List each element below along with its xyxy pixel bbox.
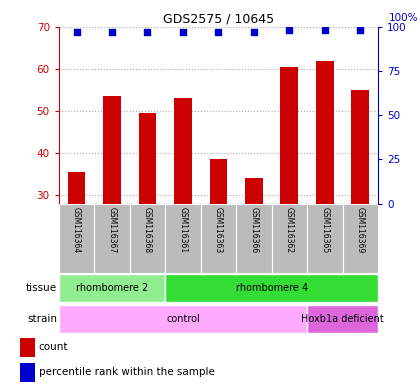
Bar bbox=[236, 204, 272, 273]
Text: GSM116365: GSM116365 bbox=[320, 207, 329, 253]
Text: GSM116369: GSM116369 bbox=[356, 207, 365, 253]
Bar bbox=[59, 204, 94, 273]
Bar bbox=[165, 204, 201, 273]
Text: GSM116367: GSM116367 bbox=[108, 207, 116, 253]
Bar bbox=[352, 90, 369, 204]
Bar bbox=[307, 305, 378, 333]
Point bbox=[109, 29, 116, 35]
Bar bbox=[201, 204, 236, 273]
Title: GDS2575 / 10645: GDS2575 / 10645 bbox=[163, 13, 274, 26]
Bar bbox=[281, 67, 298, 204]
Bar bbox=[21, 338, 34, 356]
Bar bbox=[165, 274, 378, 302]
Point bbox=[180, 29, 186, 35]
Text: GSM116364: GSM116364 bbox=[72, 207, 81, 253]
Point bbox=[357, 27, 364, 33]
Text: percentile rank within the sample: percentile rank within the sample bbox=[39, 367, 215, 377]
Point bbox=[321, 27, 328, 33]
Bar bbox=[130, 204, 165, 273]
Text: GSM116363: GSM116363 bbox=[214, 207, 223, 253]
Y-axis label: 100%: 100% bbox=[389, 13, 418, 23]
Text: control: control bbox=[166, 314, 200, 324]
Bar bbox=[307, 204, 343, 273]
Text: tissue: tissue bbox=[26, 283, 57, 293]
Point bbox=[286, 27, 293, 33]
Bar bbox=[210, 159, 227, 204]
Bar bbox=[59, 305, 307, 333]
Text: rhombomere 4: rhombomere 4 bbox=[236, 283, 308, 293]
Text: GSM116361: GSM116361 bbox=[178, 207, 187, 253]
Text: GSM116362: GSM116362 bbox=[285, 207, 294, 253]
Bar bbox=[343, 204, 378, 273]
Text: count: count bbox=[39, 342, 68, 352]
Text: strain: strain bbox=[27, 314, 57, 324]
Text: GSM116368: GSM116368 bbox=[143, 207, 152, 253]
Point bbox=[215, 29, 222, 35]
Bar bbox=[272, 204, 307, 273]
Bar bbox=[316, 61, 333, 204]
Bar bbox=[59, 274, 165, 302]
Bar bbox=[68, 172, 85, 204]
Point bbox=[250, 29, 257, 35]
Bar bbox=[174, 98, 192, 204]
Bar bbox=[139, 113, 156, 204]
Text: Hoxb1a deficient: Hoxb1a deficient bbox=[301, 314, 384, 324]
Bar bbox=[21, 362, 34, 382]
Text: rhombomere 2: rhombomere 2 bbox=[76, 283, 148, 293]
Point bbox=[73, 29, 80, 35]
Bar bbox=[94, 204, 130, 273]
Bar bbox=[103, 96, 121, 204]
Bar bbox=[245, 178, 263, 204]
Text: GSM116366: GSM116366 bbox=[249, 207, 258, 253]
Point bbox=[144, 29, 151, 35]
